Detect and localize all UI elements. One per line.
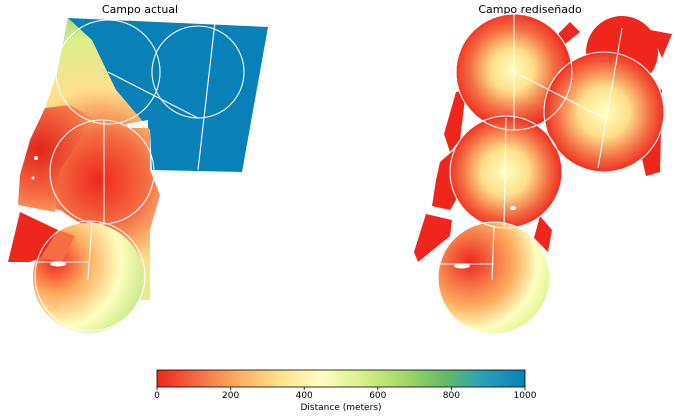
right-marker <box>454 263 470 269</box>
left-main-zone <box>18 18 160 300</box>
left-marker-dot <box>34 156 38 160</box>
colorbar-tick-label: 1000 <box>513 391 537 401</box>
colorbar-tick-label: 200 <box>222 391 240 401</box>
left-road-notch <box>126 120 148 128</box>
right-pivot-3 <box>450 116 562 228</box>
colorbar-tick-label: 800 <box>442 391 460 401</box>
colorbar-tick-label: 0 <box>154 391 160 401</box>
right-pivot-2b <box>586 16 658 88</box>
right-edge-piece-2 <box>650 30 672 58</box>
left-sw-wedge-2 <box>40 230 75 262</box>
colorbar-gradient <box>156 369 526 388</box>
right-pivot-outlines <box>437 13 665 335</box>
right-pivot-4 <box>438 222 550 334</box>
right-edge-piece-7 <box>534 216 552 252</box>
left-pivot-outlines <box>30 19 245 332</box>
right-marker-2 <box>510 206 516 210</box>
right-edge-piece-6 <box>414 214 452 262</box>
left-west-zone <box>18 105 95 212</box>
left-marker-dot-2 <box>31 176 35 180</box>
left-sw-wedge <box>8 212 58 262</box>
colorbar-tick-label: 600 <box>369 391 387 401</box>
colorbar-title: Distance (meters) <box>300 403 382 413</box>
left-panel-title: Campo actual <box>101 3 179 16</box>
left-far-zone <box>58 18 268 172</box>
colorbar-tick-label: 400 <box>295 391 313 401</box>
right-panel-title: Campo rediseñado <box>478 3 582 16</box>
right-field-map <box>414 13 672 335</box>
left-field-map <box>8 18 268 333</box>
colorbar-ticks <box>156 387 526 390</box>
colorbar <box>156 369 526 390</box>
left-marker <box>50 261 66 267</box>
right-edge-piece-4 <box>444 90 466 152</box>
